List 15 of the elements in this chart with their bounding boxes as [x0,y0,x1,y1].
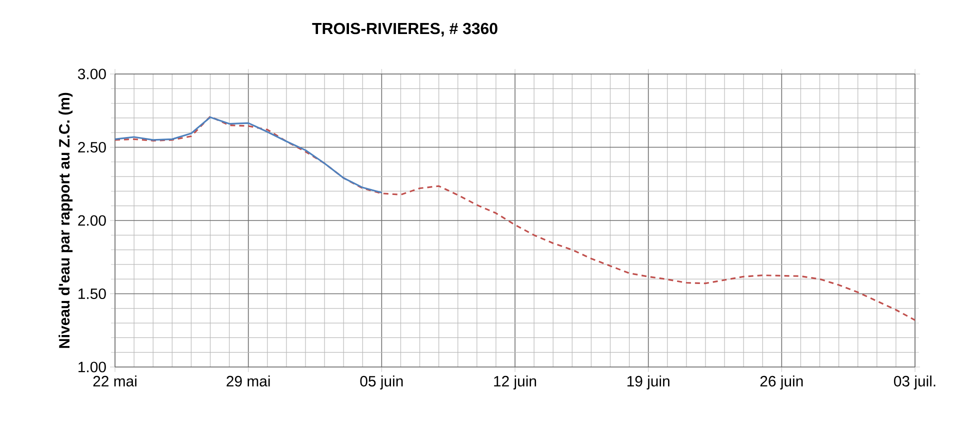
y-tick-label: 2.00 [78,215,106,226]
x-tick-label: 19 juin [627,376,670,390]
y-tick-label: 2.50 [78,142,106,153]
x-tick-label: 12 juin [494,376,536,390]
x-tick-label: 29 mai [226,376,270,386]
chart-title: TROIS-RIVIERES, # 3360 [312,22,498,36]
y-tick-label: 1.50 [78,288,106,300]
x-tick-label: 26 juin [760,376,803,390]
y-tick-label: 3.00 [78,68,106,80]
x-tick-label: 05 juin [360,376,403,390]
y-axis-title: Niveau d'eau par rapport au Z.C. (m) [58,92,73,348]
line-series [115,116,382,194]
y-tick-label: 1.00 [78,362,106,372]
x-tick-label: 03 juil. [894,376,936,390]
x-tick-label: 22 mai [93,376,136,386]
